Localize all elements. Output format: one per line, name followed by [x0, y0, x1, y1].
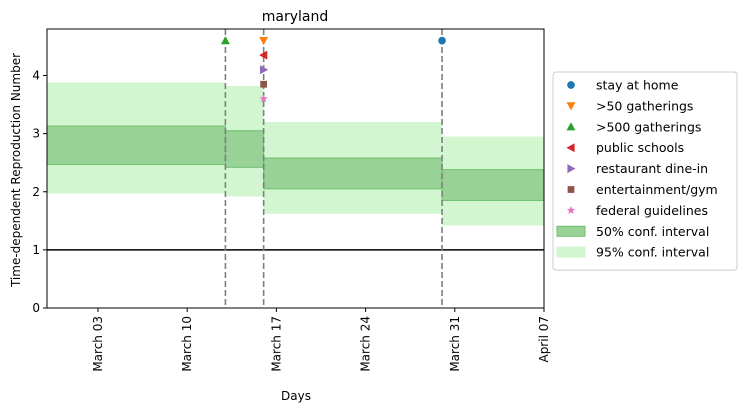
x-tick-label-2: March 17 — [269, 316, 283, 372]
ci50-band-1 — [224, 130, 265, 168]
ci50-band-3 — [441, 169, 545, 201]
plot-area: 0 1 2 3 4 March 03 March 10 March 17 March 24 Mar… — [32, 28, 551, 372]
legend-label-2: >500 gatherings — [596, 119, 701, 134]
intervention-marker-6 — [259, 94, 268, 103]
legend-label-5: entertainment/gym — [596, 182, 718, 197]
chart-title: maryland — [262, 9, 329, 25]
plot-frame — [46, 28, 545, 309]
x-tick-label-5: April 07 — [537, 316, 551, 363]
legend-label-4: restaurant dine-in — [596, 161, 708, 176]
legend-marker-5 — [567, 186, 575, 193]
intervention-marker-2 — [220, 36, 230, 45]
intervention-marker-3 — [259, 50, 268, 60]
legend-marker-0 — [567, 81, 575, 89]
y-tick-label-3: 3 — [32, 127, 40, 141]
x-tick-label-0: March 03 — [91, 316, 105, 372]
x-axis-label: Days — [281, 389, 311, 403]
legend-band-label-0: 50% conf. interval — [596, 224, 709, 239]
y-tick-label-2: 2 — [32, 185, 40, 199]
legend-band-label-1: 95% conf. interval — [596, 245, 709, 260]
legend-swatch-0 — [556, 225, 586, 237]
y-axis-label: Time-dependent Reproduction Number — [9, 53, 23, 288]
intervention-marker-4 — [260, 65, 269, 75]
x-tick-label-4: March 31 — [448, 316, 462, 372]
intervention-marker-0 — [438, 36, 446, 45]
intervention-marker-5 — [260, 80, 268, 88]
legend-label-0: stay at home — [596, 78, 679, 93]
legend-label-3: public schools — [596, 140, 684, 155]
x-tick-label-1: March 10 — [180, 316, 194, 372]
legend-marker-6 — [566, 205, 576, 215]
y-tick-label-4: 4 — [32, 69, 40, 83]
legend-box — [552, 71, 738, 271]
legend-label-6: federal guidelines — [596, 203, 708, 218]
y-tick-label-0: 0 — [32, 301, 40, 315]
ci50-band-0 — [46, 125, 226, 165]
x-tick-label-3: March 24 — [359, 316, 373, 372]
legend-swatch-1 — [556, 246, 586, 258]
legend-marker-1 — [566, 102, 576, 111]
legend-marker-3 — [566, 143, 575, 153]
legend: stay at home >50 gatherings >500 gathering… — [552, 71, 738, 271]
y-tick-label-1: 1 — [32, 243, 40, 257]
ci50-band-2 — [263, 157, 443, 190]
legend-marker-4 — [567, 164, 576, 174]
intervention-marker-1 — [259, 37, 269, 46]
legend-marker-2 — [566, 122, 576, 131]
legend-label-1: >50 gatherings — [596, 98, 693, 113]
